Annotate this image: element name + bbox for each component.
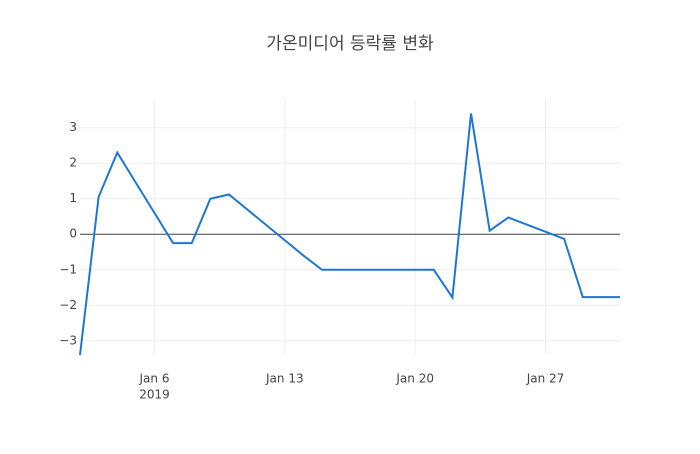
plot	[79, 113, 620, 356]
x-tick-label: Jan 20	[395, 372, 434, 386]
y-tick-label: 0	[69, 227, 77, 241]
x-tick-label: Jan 27	[526, 372, 565, 386]
y-tick-label: 2	[69, 156, 77, 170]
chart-title: 가온미디어 등락률 변화	[266, 34, 434, 54]
x-tick-label: Jan 13	[265, 372, 304, 386]
x-tick-label: Jan 6	[139, 372, 170, 386]
y-tick-label: 3	[69, 120, 77, 134]
grid	[80, 100, 620, 355]
y-tick-label: −1	[59, 262, 77, 276]
line	[79, 113, 620, 356]
y-tick-label: −3	[59, 333, 77, 347]
y-tick-label: 1	[69, 191, 77, 205]
y-tick-label: −2	[59, 298, 77, 312]
x-tick-year: 2019	[139, 388, 170, 402]
